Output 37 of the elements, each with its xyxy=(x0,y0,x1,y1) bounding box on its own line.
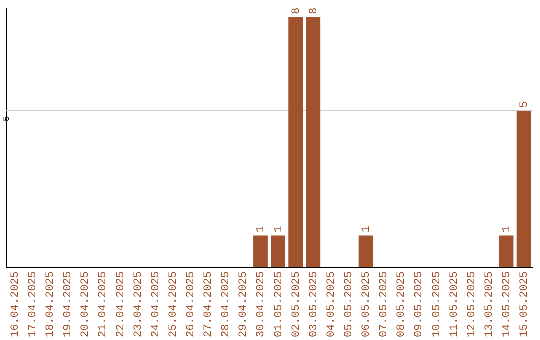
x-tick-label: 01.05.2025 xyxy=(273,272,286,338)
data-label: 1 xyxy=(256,226,268,233)
x-tick-label: 18.04.2025 xyxy=(45,272,58,338)
x-tick-label: 09.05.2025 xyxy=(414,272,426,338)
data-label: 1 xyxy=(273,226,286,233)
x-tick-label: 22.04.2025 xyxy=(115,272,128,338)
data-label: 8 xyxy=(290,8,303,14)
x-tick-label: 15.05.2025 xyxy=(519,272,532,338)
x-tick-label: 20.04.2025 xyxy=(80,272,92,338)
data-label: 1 xyxy=(501,226,514,233)
data-label: 8 xyxy=(308,8,320,14)
x-tick-label: 19.04.2025 xyxy=(62,272,75,338)
x-tick-label: 10.05.2025 xyxy=(431,272,444,338)
data-label: 1 xyxy=(361,226,374,233)
x-tick-label: 25.04.2025 xyxy=(168,272,180,338)
x-tick-label: 29.04.2025 xyxy=(238,272,250,338)
x-tick-label: 11.05.2025 xyxy=(448,272,461,338)
x-tick-label: 28.04.2025 xyxy=(220,272,233,338)
x-tick-label: 21.04.2025 xyxy=(98,272,110,338)
x-tick-label: 13.05.2025 xyxy=(484,272,496,338)
x-tick-label: 27.04.2025 xyxy=(203,272,216,338)
x-tick-label: 06.05.2025 xyxy=(361,272,374,338)
x-tick-label: 24.04.2025 xyxy=(150,272,162,338)
x-tick-label: 08.05.2025 xyxy=(396,272,408,338)
x-tick-label: 30.04.2025 xyxy=(256,272,268,338)
x-tick-label: 07.05.2025 xyxy=(378,272,391,338)
x-tick-label: 12.05.2025 xyxy=(466,272,478,338)
x-tick-label: 23.04.2025 xyxy=(132,272,145,338)
x-tick-label: 02.05.2025 xyxy=(290,272,303,338)
x-tick-label: 03.05.2025 xyxy=(308,272,320,338)
x-tick-label: 05.05.2025 xyxy=(343,272,356,338)
x-tick-label: 17.04.2025 xyxy=(28,272,40,338)
x-tick-label: 16.04.2025 xyxy=(10,272,22,338)
x-tick-label: 26.04.2025 xyxy=(186,272,198,338)
x-tick-label: 04.05.2025 xyxy=(326,272,338,338)
data-label: 5 xyxy=(519,101,532,108)
x-tick-label: 14.05.2025 xyxy=(501,272,514,338)
